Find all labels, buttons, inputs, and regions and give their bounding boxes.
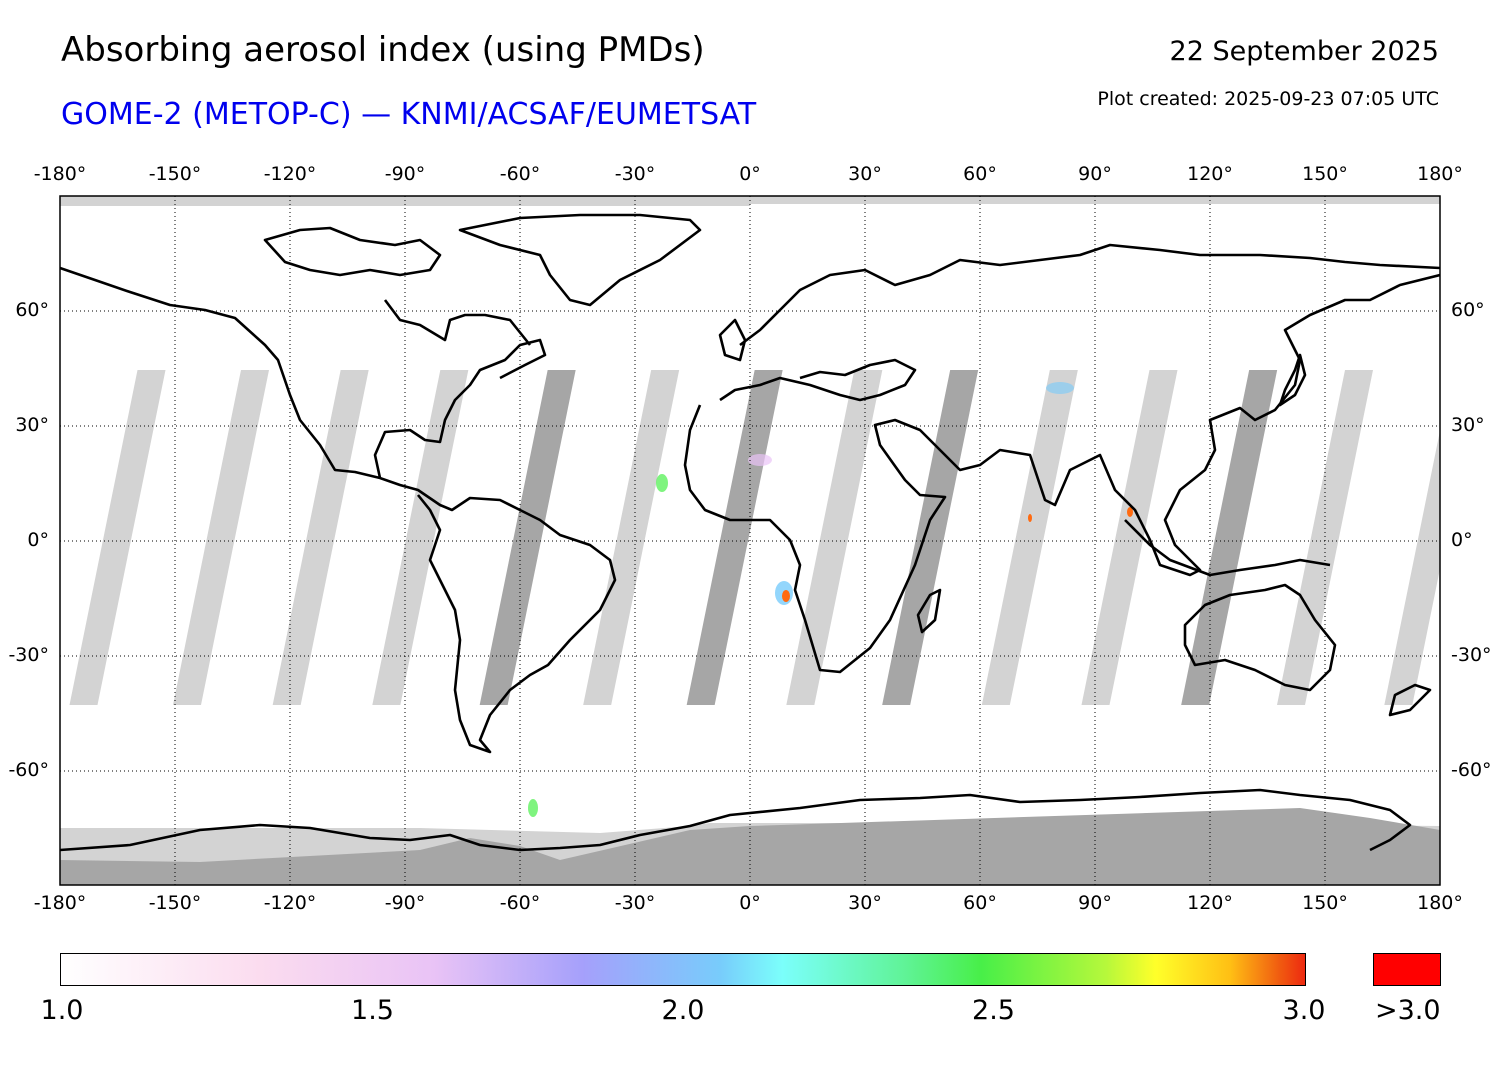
instrument-subtitle: GOME-2 (METOP-C) — KNMI/ACSAF/EUMETSAT — [61, 97, 757, 132]
longitude-tick-label: -180° — [33, 892, 87, 914]
longitude-tick-label: -180° — [33, 163, 87, 185]
orbit-gap-swath — [686, 370, 783, 705]
coastline-mediterranean — [719, 358, 917, 402]
longitude-tick-label: 0° — [739, 892, 761, 914]
longitude-tick-label: -150° — [148, 892, 202, 914]
colorbar-tick-label: 2.5 — [972, 995, 1015, 1026]
longitude-tick-label: 180° — [1417, 892, 1463, 914]
longitude-tick-label: -60° — [499, 163, 541, 185]
longitude-tick-label: 90° — [1078, 892, 1112, 914]
longitude-tick-label: 30° — [848, 163, 882, 185]
orbit-gap-swaths — [69, 370, 1440, 705]
orbit-gap-swath — [173, 370, 269, 705]
orbit-gap-swath — [786, 370, 883, 705]
longitude-tick-label: 30° — [848, 892, 882, 914]
observation-date: 22 September 2025 — [1169, 36, 1439, 67]
coastline-greenland — [458, 213, 702, 307]
coastline-north-america — [60, 266, 617, 754]
latitude-tick-label: -60° — [1451, 759, 1492, 781]
coastline-hudson — [383, 299, 532, 346]
map-frame — [59, 195, 1441, 886]
longitude-tick-label: 120° — [1187, 892, 1233, 914]
colorbar-tick-label: 2.0 — [661, 995, 705, 1026]
graticule — [60, 196, 1440, 885]
longitude-tick-label: 180° — [1417, 163, 1463, 185]
colorbar-tick-label: 3.0 — [1282, 995, 1326, 1026]
longitude-tick-label: 150° — [1302, 892, 1348, 914]
orbit-gap-swath — [583, 370, 680, 705]
orbit-gap-swath — [882, 370, 979, 705]
longitude-tick-label: -150° — [148, 163, 202, 185]
coastline-europe-north — [739, 243, 1440, 347]
longitude-tick-label: 90° — [1078, 163, 1112, 185]
coastline-australia — [1183, 583, 1337, 692]
coastline-uk — [718, 318, 747, 362]
coastline-arctic-islands — [263, 226, 442, 277]
aerosol-hotspots — [528, 382, 1133, 817]
colorbar-tick-label: 1.5 — [351, 995, 394, 1026]
coastline-gulf-caribbean — [373, 338, 547, 479]
orbit-gap-swath — [981, 370, 1078, 705]
colorbar-over-swatch — [1373, 953, 1441, 986]
longitude-tick-label: 60° — [963, 892, 997, 914]
latitude-tick-label: 0° — [27, 529, 49, 551]
colorbar-gradient — [60, 953, 1306, 986]
coastline-antarctica — [60, 788, 1412, 852]
map-title: Absorbing aerosol index (using PMDs) — [61, 30, 705, 70]
latitude-tick-label: -60° — [8, 759, 49, 781]
orbit-gap-swath — [1181, 370, 1278, 705]
coastline-new-zealand — [1388, 683, 1432, 717]
latitude-tick-label: -30° — [1451, 644, 1492, 666]
colorbar-tick-label: 1.0 — [40, 995, 84, 1026]
longitude-tick-label: -120° — [263, 163, 317, 185]
longitude-tick-label: 60° — [963, 163, 997, 185]
orbit-gap-swath — [1384, 430, 1440, 705]
longitude-tick-label: -30° — [614, 892, 656, 914]
latitude-tick-label: -30° — [8, 644, 49, 666]
antarctic-dark-region — [60, 808, 1440, 885]
coastline-indonesia — [1124, 519, 1331, 577]
longitude-tick-label: -90° — [384, 892, 426, 914]
latitude-tick-label: 60° — [15, 299, 49, 321]
orbit-gap-swath — [69, 370, 166, 705]
latitude-tick-label: 30° — [1451, 414, 1485, 436]
orbit-gap-swath — [479, 370, 576, 705]
longitude-tick-label: -90° — [384, 163, 426, 185]
longitude-tick-label: -30° — [614, 163, 656, 185]
coastline-japan — [1278, 353, 1307, 407]
coastlines — [60, 213, 1440, 852]
coastline-madagascar — [916, 588, 942, 634]
latitude-tick-label: 0° — [1451, 529, 1473, 551]
longitude-tick-label: 120° — [1187, 163, 1233, 185]
colorbar-over-label: >3.0 — [1375, 995, 1441, 1026]
plot-created-timestamp: Plot created: 2025-09-23 07:05 UTC — [1097, 88, 1439, 110]
coastline-eurasia — [683, 273, 1440, 674]
latitude-tick-label: 60° — [1451, 299, 1485, 321]
longitude-tick-label: -120° — [263, 892, 317, 914]
orbit-gap-swath — [1277, 370, 1373, 705]
longitude-tick-label: 150° — [1302, 163, 1348, 185]
orbit-gap-swath — [272, 370, 369, 705]
longitude-tick-label: -60° — [499, 892, 541, 914]
latitude-tick-label: 30° — [15, 414, 49, 436]
orbit-gap-swath — [1081, 370, 1178, 705]
orbit-gap-swath — [372, 370, 469, 705]
longitude-tick-label: 0° — [739, 163, 761, 185]
